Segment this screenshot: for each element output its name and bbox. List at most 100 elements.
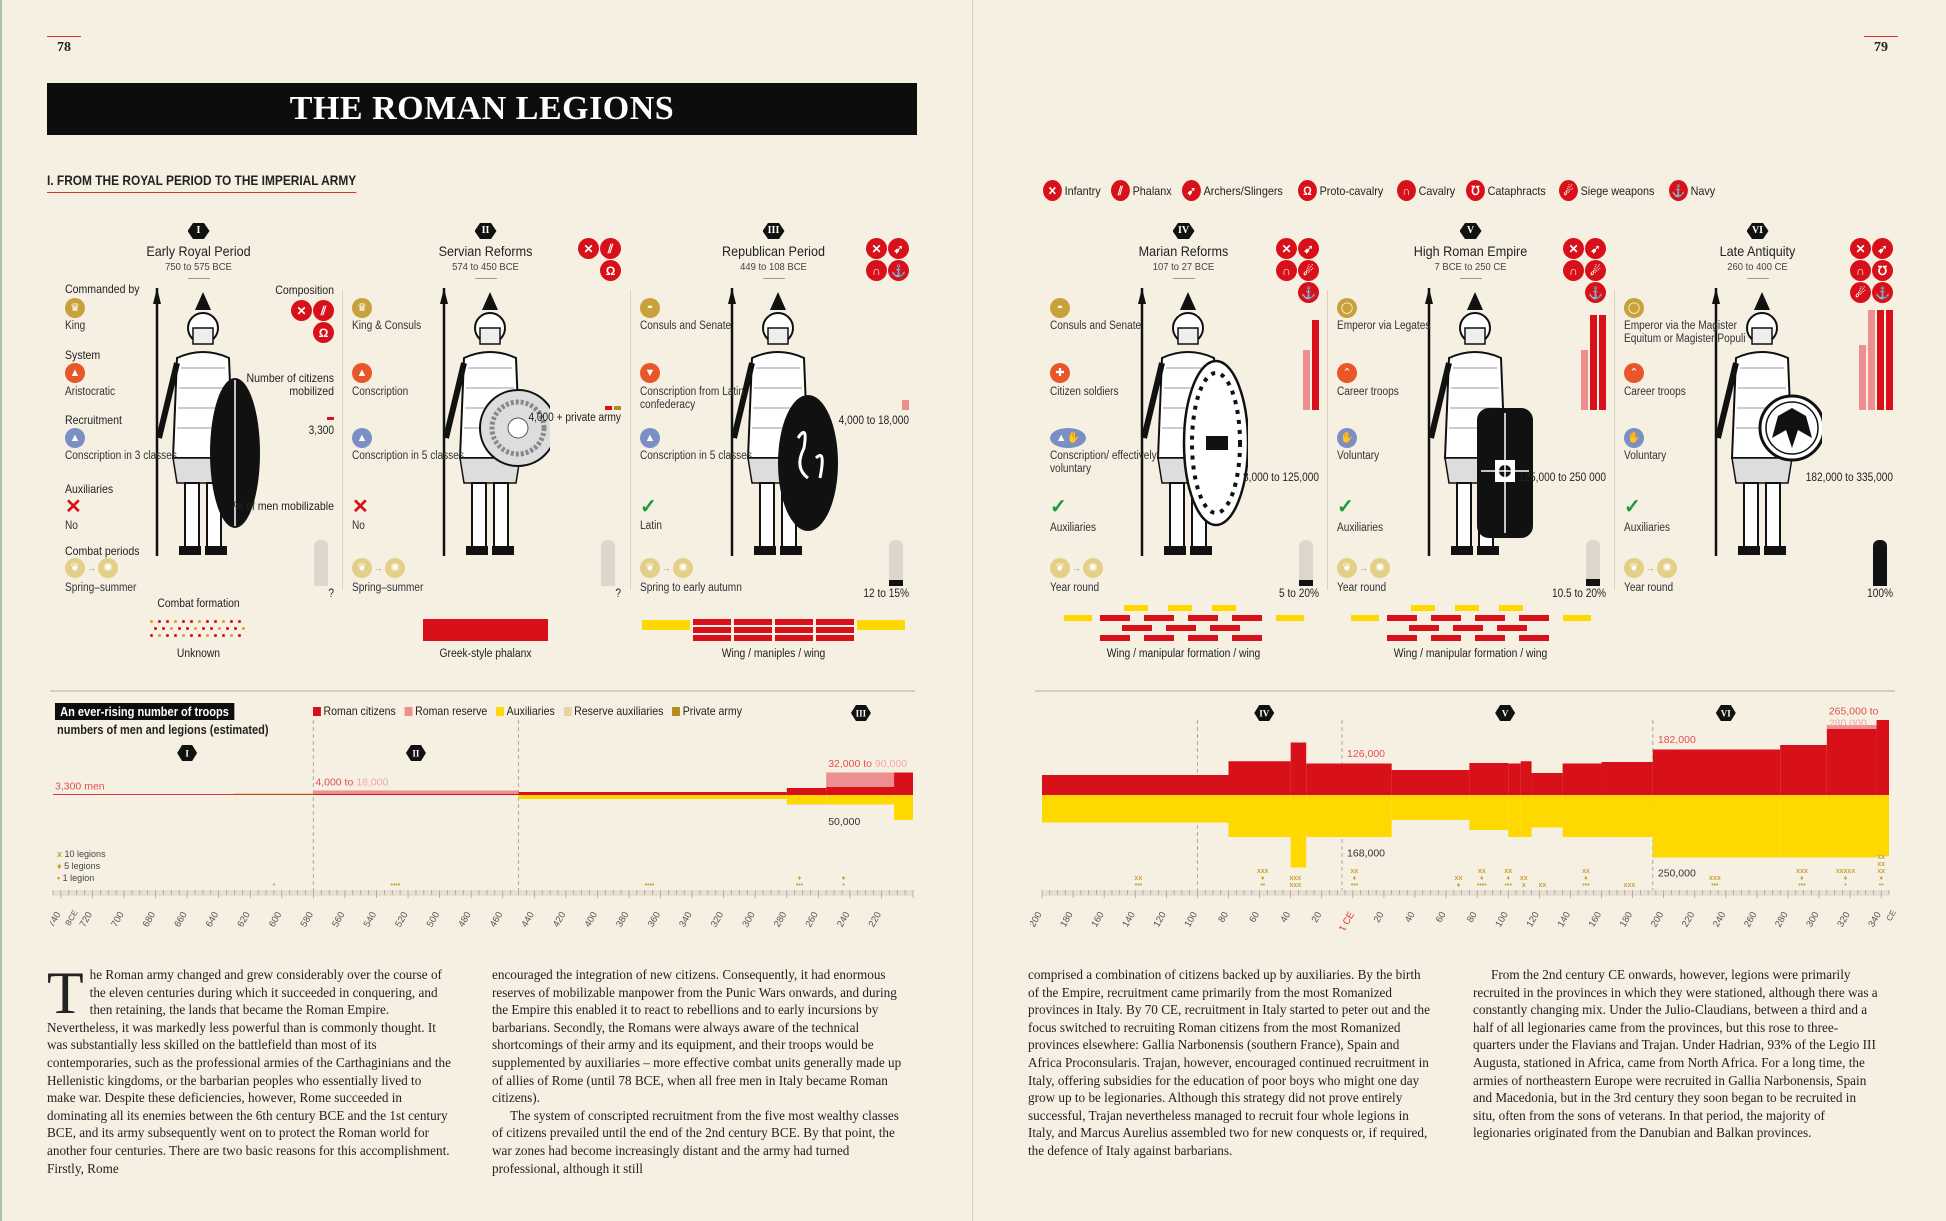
period-badge-label: VI — [1721, 709, 1731, 719]
period-badge-label: IV — [1259, 709, 1270, 719]
chart-annotation: 265,000 to 280,000 — [1829, 706, 1879, 730]
siege-icon: ☄ — [1558, 180, 1578, 201]
recruitment-icon: ✋ — [1624, 428, 1644, 448]
maniple-rank — [816, 619, 854, 625]
formation-dot — [206, 620, 209, 623]
axis-tick-label: 60 — [1434, 910, 1449, 925]
formation-velites — [1454, 605, 1479, 611]
maniple-rank — [734, 627, 772, 633]
spring-icon: ❦ — [1050, 558, 1070, 578]
title-underline — [762, 278, 785, 279]
troops-value: 4,000 to 18,000 — [838, 415, 909, 427]
row-label-commanded-by: Commanded by — [65, 282, 140, 296]
formation-dot — [186, 627, 189, 630]
legend-label: Proto-cavalry — [1320, 183, 1384, 198]
formation-dot — [214, 634, 217, 637]
composition-icons: ✕ ➹ ∩ ℧ ☄ ⚓ — [1847, 238, 1893, 303]
archers-icon: ➹ — [1298, 238, 1319, 259]
formation-dot — [150, 620, 153, 623]
recruitment-value: Voluntary — [1624, 450, 1667, 462]
infantry-icon: ✕ — [866, 238, 887, 259]
legion-glyph: ••• — [1711, 882, 1719, 889]
proto-cavalry-icon: Ω — [313, 322, 334, 343]
legion-marker: xx••• — [1134, 875, 1142, 889]
period-badge — [405, 745, 426, 761]
axis-tick-label: 320 — [709, 910, 726, 929]
system-icon: ⌃ — [1624, 363, 1644, 383]
formation-velites — [1167, 605, 1192, 611]
formation-label: Wing / maniples / wing — [721, 648, 826, 660]
period-title: High Roman Empire — [1413, 243, 1528, 259]
legion-glyph: x — [57, 849, 63, 859]
formation-dot — [198, 620, 201, 623]
arrow-icon: → — [374, 563, 383, 573]
axis-tick-label: 720 — [78, 910, 95, 929]
period-badge-label: I — [185, 749, 189, 759]
legend-label: Archers/Slingers — [1204, 183, 1284, 198]
spring-icon: ❦ — [65, 558, 85, 578]
mobilizable-fill — [1299, 580, 1313, 586]
formation-wing — [857, 620, 905, 630]
bar-citizens — [1228, 761, 1291, 795]
legion-glyph: xx — [1877, 854, 1885, 861]
formation-dot — [166, 634, 169, 637]
legend-item-cataphracts: ℧ Cataphracts — [1465, 180, 1546, 201]
mobilizable-fill — [889, 579, 903, 586]
section-divider-left — [50, 690, 915, 692]
maniple-rank — [775, 619, 813, 625]
troop-bar-citizens — [1590, 315, 1597, 410]
bar-auxiliaries — [1780, 795, 1827, 858]
legion-key: x 10 legions ♦ 5 legions • 1 legion — [57, 848, 106, 884]
recruitment-icon: ▲✋ — [1050, 428, 1086, 448]
period-badge-label: II — [412, 749, 420, 759]
column-separator — [630, 290, 631, 590]
period-marker: III — [850, 705, 871, 721]
legend-item-proto_cavalry: Ω Proto-cavalry — [1298, 180, 1384, 201]
formation-dot — [194, 627, 197, 630]
commanded-by-value: Consuls and Senate — [640, 320, 732, 332]
legionary-illustration — [430, 288, 557, 560]
bar-auxiliaries — [1826, 795, 1877, 858]
navy-icon: ⚓ — [1872, 282, 1893, 303]
combat-period-value: Year round — [1624, 582, 1674, 594]
axis-tick-label: 20 — [1372, 910, 1387, 925]
legion-key-label: 5 legions — [64, 861, 101, 871]
axis-band — [1042, 890, 1889, 896]
archers-icon: ➹ — [888, 238, 909, 259]
legion-glyph: xxx — [1796, 868, 1808, 875]
recruitment-value: Voluntary — [1337, 450, 1380, 462]
period-badge — [1254, 705, 1275, 721]
bar-private — [234, 793, 314, 795]
period-marker: V — [1495, 705, 1516, 721]
bar-citizens — [1520, 761, 1532, 795]
siege-icon: ☄ — [1585, 260, 1606, 281]
arrow-icon: → — [1646, 563, 1655, 573]
mobilizable-silhouette — [1586, 540, 1600, 586]
system-value: Conscription — [352, 386, 409, 398]
system-value: Citizen soldiers — [1050, 386, 1119, 398]
legend-label: Private army — [682, 704, 742, 718]
formation-dot — [174, 634, 177, 637]
phalanx-icon: ⫽ — [1111, 180, 1130, 201]
legion-key-item: ♦ 5 legions — [57, 860, 106, 872]
mobilizable-silhouette — [889, 540, 903, 586]
formation-triarii — [1099, 635, 1130, 641]
formation-manipular — [1350, 605, 1591, 645]
legion-glyph: ♦ — [1844, 875, 1848, 882]
annotation-text: 250,000 — [1658, 867, 1696, 879]
axis-tick-label: 400 — [583, 910, 600, 929]
axis-tick-label: 180 — [1618, 910, 1635, 929]
axis-tick-label: 240 — [835, 910, 852, 929]
formation-maniple — [775, 619, 813, 641]
annotation-text: 265,000 to — [1829, 706, 1879, 718]
formation-dot — [230, 620, 233, 623]
legionary-illustration — [143, 288, 263, 560]
bar-citizens — [826, 787, 895, 795]
maniple-rank — [816, 627, 854, 633]
troop-bar-private — [614, 406, 621, 410]
axis-tick-label: 280 — [772, 910, 789, 929]
troop-bar-citizens — [1599, 315, 1606, 410]
recruitment-icon: ▲ — [352, 428, 372, 448]
troop-chart-ce: IV V VI 126,000 168,000 182,000 250,000 265,000… — [1030, 705, 1898, 930]
